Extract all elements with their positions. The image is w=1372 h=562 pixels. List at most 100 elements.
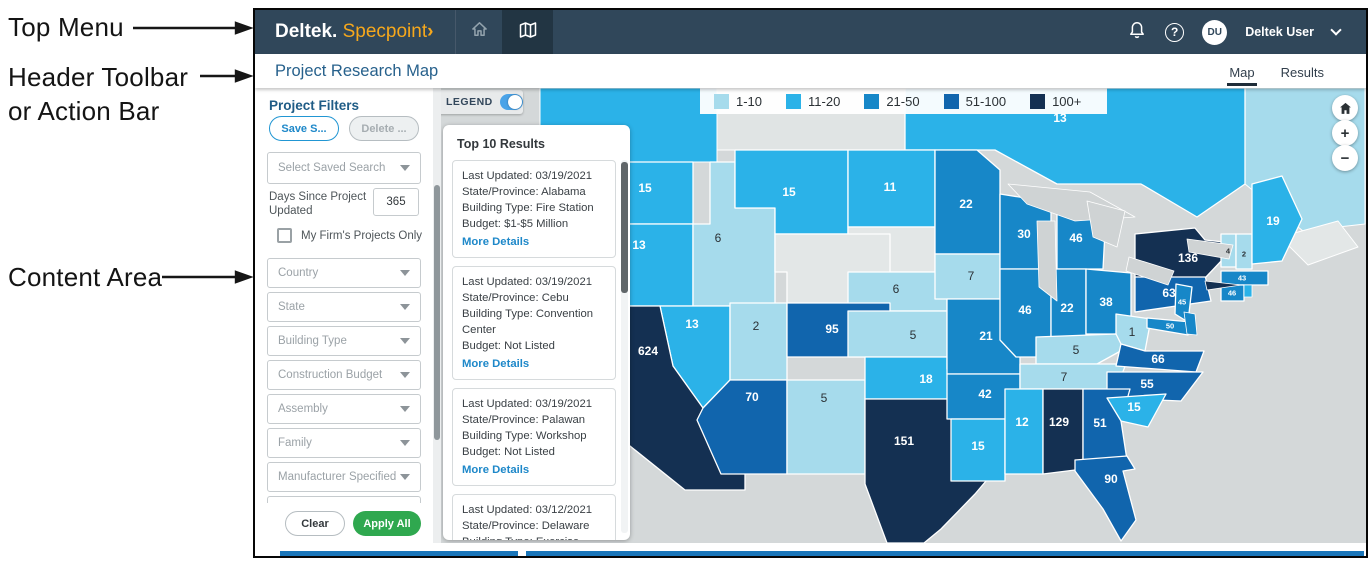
dropdown-label: Family [278,437,312,449]
hidden-card-edge [280,551,518,556]
annotation-header-toolbar: Header Toolbar [8,62,189,92]
map-canvas[interactable]: 13 15 13 6 15 11 22 6 7 13 2 95 5 624 70 5 18 151 21 42 15 30… [435,88,1366,543]
more-details-link[interactable]: More Details [462,358,530,370]
legend-toggle-switch[interactable] [499,94,523,110]
logo-arrow: › [427,21,434,42]
results-scrollbar[interactable] [621,160,628,533]
result-card-line: Budget: Not Listed [462,340,555,352]
results-cards: Last Updated: 03/19/2021 State/Province: … [452,160,616,540]
map-state-MS[interactable] [1004,388,1044,475]
more-details-link[interactable]: More Details [462,236,530,248]
topbar-divider [455,10,457,54]
help-icon[interactable]: ? [1165,22,1185,42]
logo-specpoint: Specpoint [342,21,428,42]
map-home-button[interactable] [1332,95,1358,121]
tab-map[interactable]: Map [1227,57,1257,86]
top-menu-bar: Deltek. Specpoint› ? DU Deltek User [255,10,1366,54]
map-state-UT[interactable] [729,302,788,381]
map-state-value-NM: 5 [821,391,828,405]
state-NY-long-island [1204,280,1242,291]
legend-bucket-label: 1-10 [736,93,763,109]
legend-bucket-label: 11-20 [808,93,841,109]
user-name[interactable]: Deltek User [1245,25,1314,39]
chevron-down-icon [400,338,410,344]
legend-bucket: 100+ [1030,93,1081,109]
legend-swatch [786,93,802,109]
map-icon [518,20,538,45]
zoom-in-button[interactable]: + [1332,120,1358,146]
map-state-value-CO: 95 [825,322,839,336]
filter-dropdown-country[interactable]: Country [267,258,421,288]
result-card-line: State/Province: Palawan [462,414,586,426]
results-scrollbar-thumb[interactable] [621,162,628,293]
map-state-value-MO: 21 [979,329,993,343]
delete-search-button[interactable]: Delete ... [349,116,419,141]
map-state-value-LA: 15 [971,439,985,453]
legend-buckets: 1-10 11-20 21-50 51-100 100+ [700,88,1107,114]
save-search-button[interactable]: Save S... [269,116,339,141]
map-state-VA[interactable] [1115,343,1205,373]
filter-dropdown-building-type[interactable]: Building Type [267,326,421,356]
result-card: Last Updated: 03/19/2021 State/Province: … [452,388,616,486]
clear-button[interactable]: Clear [285,511,345,536]
chevron-down-icon [400,270,410,276]
map-state-value-SC: 15 [1127,400,1141,414]
apply-all-button[interactable]: Apply All [353,511,421,536]
map-state-value-OR: 13 [632,238,646,252]
result-card-line: Building Type: Workshop [462,430,587,442]
chevron-down-icon [400,304,410,310]
zoom-out-button[interactable]: − [1332,145,1358,171]
legend-bucket: 11-20 [786,93,841,109]
map-state-NH[interactable] [1235,233,1253,270]
map-nav-button[interactable] [502,10,554,54]
map-state-MA[interactable] [1220,270,1269,286]
map-state-value-MN: 22 [959,197,973,211]
map-state-KS[interactable] [847,310,948,358]
top-results-panel: Top 10 Results Last Updated: 03/19/2021 S… [443,125,630,540]
my-firm-checkbox[interactable] [277,228,292,243]
legend-swatch [943,93,959,109]
deltek-specpoint-logo[interactable]: Deltek. Specpoint› [275,21,433,43]
map-state-SC[interactable] [1106,393,1167,428]
map-state-FL[interactable] [1074,455,1137,542]
map-state-ME[interactable] [1251,175,1303,265]
filter-dropdown-assembly[interactable]: Assembly [267,394,421,424]
results-panel-title: Top 10 Results [457,137,545,151]
dropdown-label: Construction Budget [278,369,383,381]
map-state-value-PA: 63 [1162,286,1176,300]
map-state-value-TN: 7 [1061,370,1068,384]
map-state-LA[interactable] [950,418,1006,482]
legend-bucket: 21-50 [864,93,920,109]
bottom-strip [255,543,1366,556]
filter-dropdown-family[interactable]: Family [267,428,421,458]
tab-results[interactable]: Results [1280,64,1324,80]
days-since-updated-input[interactable]: 365 [373,188,419,216]
sidebar-scrollbar-thumb[interactable] [434,185,440,440]
map-state-value-VA: 66 [1151,352,1165,366]
filter-dropdown-state[interactable]: State [267,292,421,322]
user-menu-chevron-down-icon[interactable] [1330,24,1342,36]
map-state-value-VT: 4 [1226,247,1231,256]
sidebar-scrollbar[interactable] [433,88,441,543]
annotation-top-menu: Top Menu [8,12,124,42]
dropdown-label: State [278,301,305,313]
saved-search-select[interactable]: Select Saved Search [267,152,421,184]
map-state-MD[interactable] [1146,317,1192,336]
notifications-bell-icon[interactable] [1127,20,1147,45]
hidden-card-edge [526,551,1364,556]
map-state-KY[interactable] [1035,333,1127,365]
filter-dropdown-construction-budget[interactable]: Construction Budget [267,360,421,390]
map-state-value-ND: 11 [884,180,897,194]
home-nav-button[interactable] [456,10,502,54]
map-state-value-MD: 50 [1166,322,1174,331]
chevron-down-icon [400,474,410,480]
dropdown-label: Building Type [278,335,347,347]
map-state-value-MA: 43 [1238,274,1246,283]
map-state-value-NJ: 45 [1178,298,1186,307]
filter-dropdown-manufacturer-specified[interactable]: Manufacturer Specified [267,462,421,492]
user-avatar[interactable]: DU [1202,19,1228,45]
content-area: Project Filters Save S... Delete ... Sel… [255,88,1366,543]
lake-ontario [1186,238,1234,260]
lake-michigan [1036,220,1058,302]
more-details-link[interactable]: More Details [462,464,530,476]
